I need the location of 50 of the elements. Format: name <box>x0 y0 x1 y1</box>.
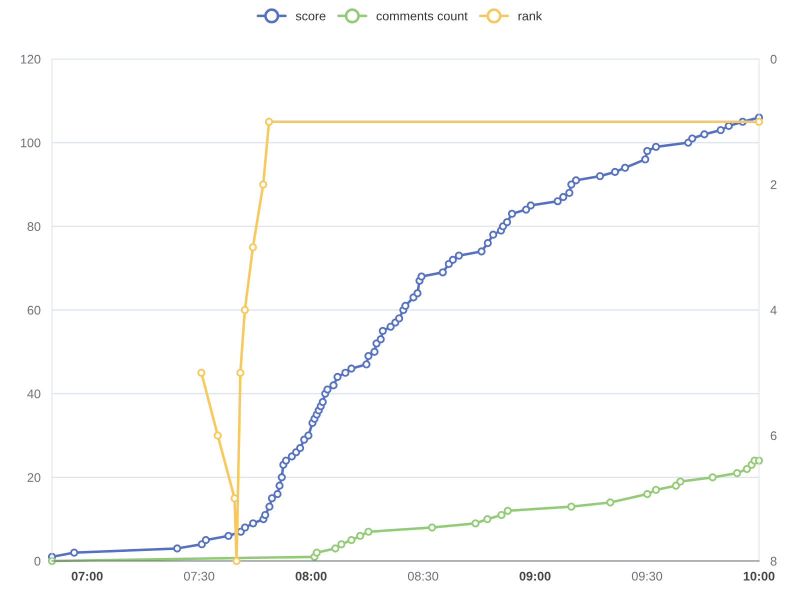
y2-tick-label: 0 <box>770 54 777 64</box>
x-tick-label: 09:00 <box>520 572 551 581</box>
point <box>643 490 652 498</box>
point <box>497 510 506 520</box>
point <box>754 118 764 126</box>
point <box>347 536 356 544</box>
point <box>197 368 206 377</box>
legend-label: comments count <box>376 12 468 20</box>
point <box>504 506 512 515</box>
y-tick-label: 20 <box>28 473 40 482</box>
point <box>331 544 340 552</box>
point <box>356 532 364 540</box>
y-tick-label: 60 <box>28 306 40 315</box>
legend-label: rank <box>518 11 542 20</box>
point <box>606 498 614 506</box>
point <box>471 519 480 528</box>
x-tick-label: 08:00 <box>296 572 327 581</box>
point <box>676 477 684 486</box>
y-tick-label: 80 <box>28 222 40 231</box>
point <box>337 540 346 548</box>
y2-tick-label: 2 <box>770 180 776 190</box>
point <box>733 469 742 478</box>
y-tick-label: 40 <box>27 389 40 398</box>
x-tick-label: 07:30 <box>184 572 214 581</box>
point <box>259 180 268 189</box>
point <box>312 548 321 557</box>
x-tick-label: 10:00 <box>744 572 774 581</box>
y2-tick-label: 8 <box>770 556 777 566</box>
y-tick-label: 0 <box>34 556 40 566</box>
point <box>428 524 436 532</box>
y2-tick-label: 4 <box>770 306 777 315</box>
point <box>708 473 717 482</box>
point <box>214 431 222 440</box>
point <box>364 528 372 536</box>
y-tick-label: 100 <box>20 138 40 148</box>
y-tick-label: 120 <box>20 54 40 64</box>
point <box>240 306 249 314</box>
point <box>742 464 751 473</box>
point <box>567 502 576 511</box>
point <box>264 118 274 126</box>
x-tick-label: 09:30 <box>632 572 662 581</box>
point <box>236 368 244 377</box>
legend-label: score <box>296 14 326 20</box>
point <box>232 556 241 566</box>
y2-tick-label: 6 <box>770 431 777 440</box>
point <box>652 486 660 494</box>
x-tick-label: 07:00 <box>72 572 103 581</box>
point <box>248 243 257 252</box>
point <box>483 515 492 524</box>
x-tick-label: 08:30 <box>408 572 438 581</box>
